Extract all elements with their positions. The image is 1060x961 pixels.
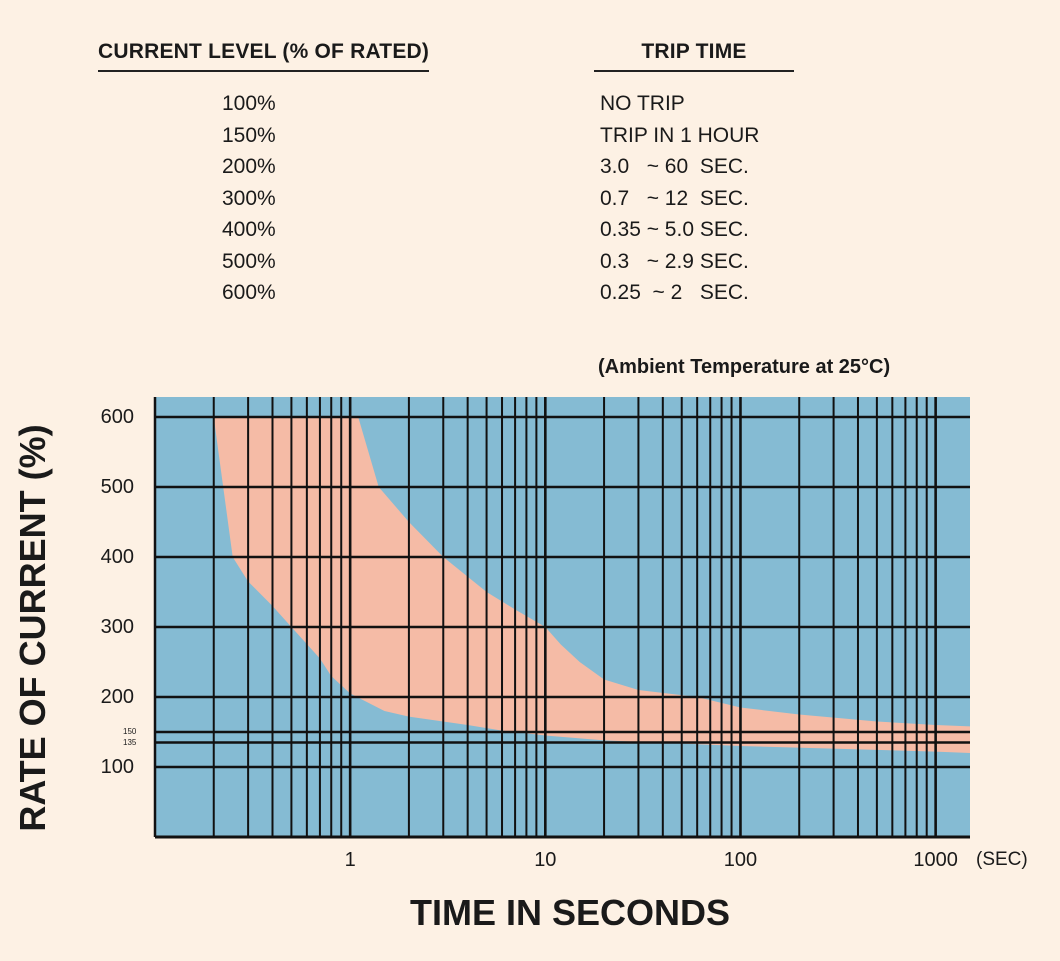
trip-time-cell: NO TRIP bbox=[600, 92, 685, 115]
current-level-column: 100% 150% 200% 300% 400% 500% 600% bbox=[222, 88, 276, 309]
x-axis-unit: (SEC) bbox=[976, 849, 1028, 870]
current-level-header: CURRENT LEVEL (% OF RATED) bbox=[98, 40, 430, 72]
trip-time-cell: 0.7 ~ 12 SEC. bbox=[600, 186, 749, 210]
current-level-cell: 300% bbox=[222, 186, 276, 210]
ambient-temperature-note: (Ambient Temperature at 25°C) bbox=[598, 356, 891, 378]
trip-time-cell: 0.35 ~ 5.0 SEC. bbox=[600, 218, 749, 241]
trip-time-column: NO TRIP TRIP IN 1 HOUR 3.0 ~ 60 SEC. 0.7 ~ … bbox=[600, 88, 759, 309]
y-tick-label: 100 bbox=[100, 756, 134, 778]
trip-time-cell: 0.25 ~ 2 SEC. bbox=[600, 281, 749, 304]
x-tick-label: 10 bbox=[534, 849, 557, 871]
trip-time-cell: 0.3 ~ 2.9 SEC. bbox=[600, 249, 749, 273]
current-level-cell: 200% bbox=[222, 155, 276, 178]
y-tick-label: 200 bbox=[100, 686, 134, 708]
trip-band-area bbox=[213, 417, 970, 753]
current-level-cell: 500% bbox=[222, 249, 276, 273]
y-small-tick-label: 135 bbox=[123, 737, 137, 747]
y-tick-label: 500 bbox=[100, 476, 134, 498]
x-axis-label: TIME IN SECONDS bbox=[409, 892, 731, 933]
y-small-tick-label: 150 bbox=[123, 727, 137, 736]
trip-time-cell: 3.0 ~ 60 SEC. bbox=[600, 155, 749, 178]
trip-time-cell: TRIP IN 1 HOUR bbox=[600, 123, 760, 147]
x-tick-label: 1000 bbox=[913, 849, 958, 871]
x-tick-label: 1 bbox=[344, 849, 356, 871]
y-tick-label: 400 bbox=[100, 546, 134, 568]
x-tick-label: 100 bbox=[723, 849, 758, 871]
y-tick-label: 600 bbox=[100, 406, 134, 428]
y-axis-label: RATE OF CURRENT (%) bbox=[12, 424, 53, 832]
current-level-cell: 400% bbox=[222, 218, 276, 241]
y-tick-label: 300 bbox=[100, 616, 134, 638]
current-level-cell: 100% bbox=[222, 92, 276, 115]
current-level-cell: 600% bbox=[222, 281, 276, 304]
trip-time-header: TRIP TIME bbox=[594, 40, 794, 72]
current-level-cell: 150% bbox=[222, 123, 276, 147]
